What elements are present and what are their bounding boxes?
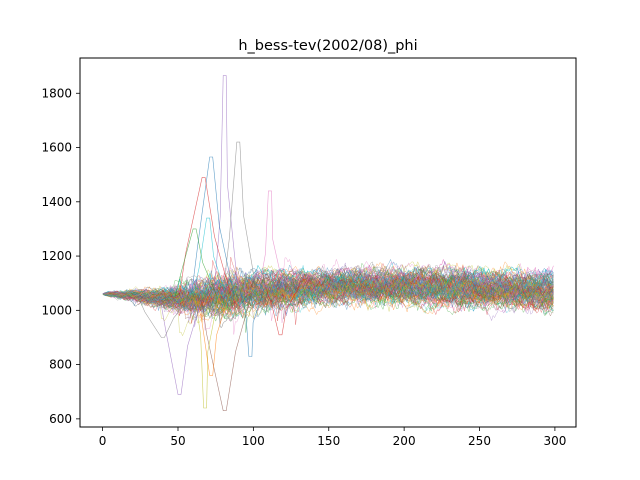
series-line [102,260,554,307]
y-tick-label: 600 [49,412,72,426]
series-outlier [259,190,284,288]
series-line [102,278,554,327]
y-tick-label: 1200 [41,249,72,263]
series-line [102,275,554,307]
y-tick-label: 800 [49,358,72,372]
series-outlier [265,287,299,336]
series-line [102,264,554,299]
x-tick-label: 0 [99,434,107,448]
series-outlier [200,292,253,411]
axis-ticks: 0 50 100 150 200 250 300 600 800 1000 1200 1400 1600… [41,86,566,448]
series-line [102,278,554,319]
series-line [102,257,554,306]
series-line [102,274,554,307]
x-tick-label: 50 [170,434,185,448]
x-tick-label: 150 [317,434,340,448]
series-outlier [222,141,257,291]
plot-area-frame [79,57,577,428]
series-outlier [192,217,227,295]
x-tick-label: 300 [543,434,566,448]
x-tick-label: 250 [468,434,491,448]
series-outlier [174,228,218,297]
series-outlier [159,297,203,395]
series-outlier [194,295,219,409]
series-line [102,279,554,314]
y-tick-label: 1400 [41,195,72,209]
y-tick-label: 1600 [41,141,72,155]
x-tick-label: 100 [242,434,265,448]
series-lines [102,75,554,411]
y-tick-label: 1000 [41,303,72,317]
series-line [102,272,554,307]
series-line [102,279,554,328]
series-line [102,283,554,321]
series-outlier [195,294,230,376]
series-outlier [191,156,235,295]
chart-title: h_bess-tev(2002/08)_phi [238,38,417,54]
series-outlier [239,288,265,357]
x-tick-label: 200 [393,434,416,448]
series-outlier [213,75,239,293]
series-line [102,258,554,299]
series-outlier [138,297,191,338]
y-tick-label: 1800 [41,86,72,100]
series-line [102,262,554,297]
